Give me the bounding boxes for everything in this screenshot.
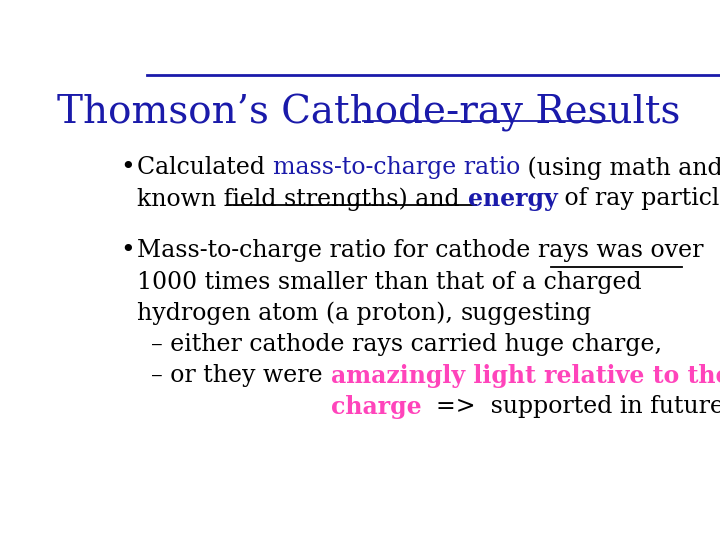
Text: (using math and: (using math and — [520, 156, 720, 180]
Text: – or they were: – or they were — [151, 364, 330, 387]
Text: Thomson’s Cathode-ray Results: Thomson’s Cathode-ray Results — [58, 94, 680, 132]
Text: known field strengths) and: known field strengths) and — [138, 187, 467, 211]
Text: of ray particles: of ray particles — [557, 187, 720, 211]
Text: 1000 times smaller than that of a charged: 1000 times smaller than that of a charge… — [138, 271, 642, 294]
Text: Mass-to-charge ratio: Mass-to-charge ratio — [138, 239, 387, 262]
Text: for cathode rays was over: for cathode rays was over — [387, 239, 704, 262]
Text: =>  supported in future: => supported in future — [421, 395, 720, 418]
Text: – either cathode rays carried huge charge,: – either cathode rays carried huge charg… — [151, 333, 662, 356]
Text: mass-to-charge ratio: mass-to-charge ratio — [273, 156, 520, 179]
Text: amazingly light relative to their: amazingly light relative to their — [330, 364, 720, 388]
Text: energy: energy — [467, 187, 557, 212]
Text: Calculated: Calculated — [138, 156, 273, 179]
Text: •: • — [121, 156, 135, 179]
Text: suggesting: suggesting — [461, 302, 592, 325]
Text: •: • — [121, 239, 135, 262]
Text: charge: charge — [330, 395, 421, 420]
Text: hydrogen atom (a proton),: hydrogen atom (a proton), — [138, 302, 461, 325]
